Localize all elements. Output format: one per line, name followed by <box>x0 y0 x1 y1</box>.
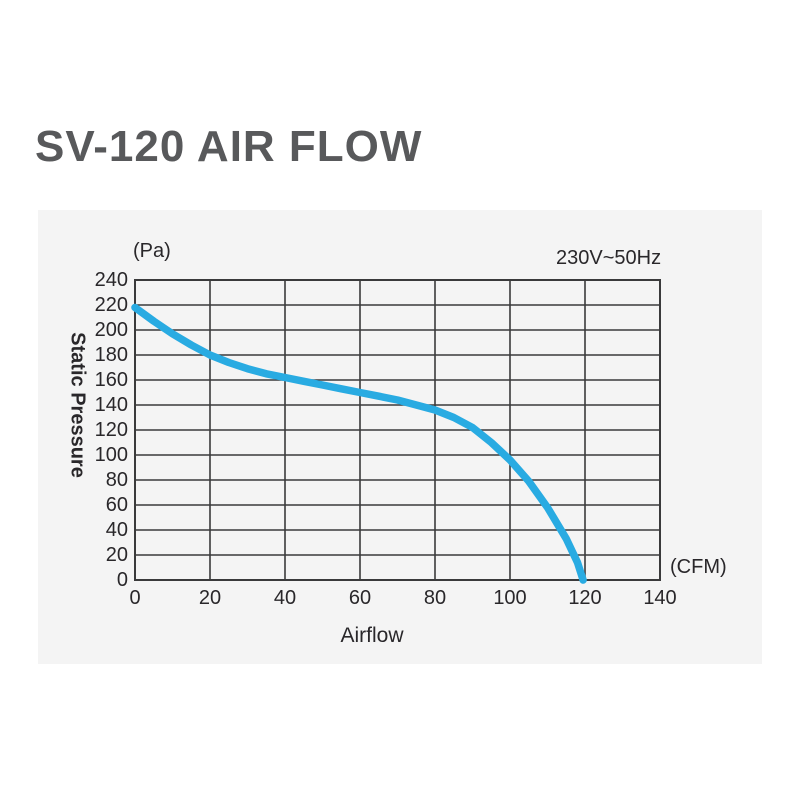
y-tick-label: 220 <box>94 294 128 316</box>
y-tick-label: 120 <box>94 419 128 441</box>
y-tick-label: 80 <box>105 469 128 491</box>
y-tick-label: 40 <box>105 519 128 541</box>
performance-curve <box>131 303 587 584</box>
x-tick-label: 20 <box>198 587 222 609</box>
x-tick-label: 0 <box>129 587 141 609</box>
y-axis-unit-label: (Pa) <box>133 240 171 262</box>
page-title: SV-120 AIR FLOW <box>35 122 423 171</box>
x-axis-title: Airflow <box>340 624 404 647</box>
x-tick-label: 120 <box>568 587 602 609</box>
y-tick-label: 180 <box>94 344 128 366</box>
x-tick-label: 80 <box>423 587 447 609</box>
y-tick-label: 160 <box>94 369 128 391</box>
fan-curve-chart-panel <box>38 210 762 664</box>
x-tick-label: 40 <box>273 587 297 609</box>
y-tick-label: 240 <box>94 269 128 291</box>
y-tick-label: 140 <box>94 394 128 416</box>
x-tick-label: 100 <box>493 587 527 609</box>
y-tick-label: 60 <box>105 494 128 516</box>
y-tick-label: 0 <box>116 569 128 591</box>
fan-curve-plot <box>131 279 661 584</box>
y-tick-label: 100 <box>94 444 128 466</box>
x-tick-label: 60 <box>348 587 372 609</box>
y-tick-label: 20 <box>105 544 128 566</box>
x-tick-label: 140 <box>643 587 677 609</box>
plot-border <box>134 279 661 581</box>
grid-lines <box>134 279 661 581</box>
y-tick-label: 200 <box>94 319 128 341</box>
voltage-annotation: 230V~50Hz <box>556 247 662 269</box>
x-axis-unit-label: (CFM) <box>670 556 727 578</box>
